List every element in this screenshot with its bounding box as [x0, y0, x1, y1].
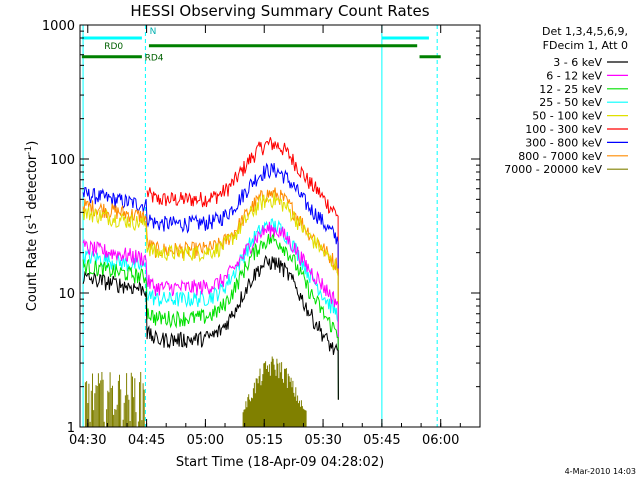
series-line-5: [146, 137, 339, 400]
legend: Det 1,3,4,5,6,9, FDecim 1, Att 0 3 - 6 k…: [504, 25, 628, 176]
y-tick-label-0: 1: [67, 421, 75, 436]
legend-header-line-2: FDecim 1, Att 0: [543, 39, 628, 52]
series-bars-7000-20000-kev: [84, 356, 307, 427]
legend-label-7: 800 - 7000 keV: [518, 150, 602, 163]
legend-label-4: 50 - 100 keV: [532, 110, 602, 123]
y-tick-label-1: 10: [58, 287, 75, 302]
x-tick-label-0: 04:30: [69, 433, 106, 448]
axes: 04:30 04:45 05:00 05:15 05:30 05:45 06:00 1 10 10…: [42, 19, 480, 448]
legend-header-line-1: Det 1,3,4,5,6,9,: [542, 25, 628, 38]
flag-label-rd4: RD4: [145, 54, 164, 64]
legend-label-2: 12 - 25 keV: [539, 83, 602, 96]
series-line-2: [82, 233, 339, 400]
y-tick-label-3: 1000: [42, 19, 75, 34]
x-tick-label-4: 05:30: [304, 433, 341, 448]
y-axis-label: Count Rate (s-1 detector-1): [24, 141, 40, 312]
flag-label-n: N: [150, 27, 157, 37]
legend-label-3: 25 - 50 keV: [539, 96, 602, 109]
y-tick-label-2: 100: [50, 153, 75, 168]
legend-label-5: 100 - 300 keV: [525, 123, 602, 136]
series-line-4: [82, 192, 339, 400]
x-tick-label-2: 05:00: [187, 433, 224, 448]
plot-marks: N RD0 RD4: [81, 25, 441, 427]
series-line-3: [82, 218, 339, 400]
legend-label-8: 7000 - 20000 keV: [504, 163, 602, 176]
chart-title: HESSI Observing Summary Count Rates: [130, 2, 429, 20]
legend-label-0: 3 - 6 keV: [553, 56, 602, 69]
legend-label-6: 300 - 800 keV: [525, 136, 602, 149]
x-tick-label-1: 04:45: [128, 433, 165, 448]
x-tick-label-3: 05:15: [246, 433, 283, 448]
series-line-6: [82, 162, 339, 400]
flag-label-rd0: RD0: [104, 42, 123, 52]
series-line-0: [82, 254, 339, 400]
legend-label-1: 6 - 12 keV: [546, 69, 602, 82]
x-tick-label-6: 06:00: [422, 433, 459, 448]
series-line-1: [82, 221, 339, 400]
footer-date: 4-Mar-2010 14:03: [565, 467, 636, 476]
x-axis-label: Start Time (18-Apr-09 04:28:02): [176, 455, 384, 470]
x-tick-label-5: 05:45: [363, 433, 400, 448]
plot-frame: [79, 24, 481, 428]
